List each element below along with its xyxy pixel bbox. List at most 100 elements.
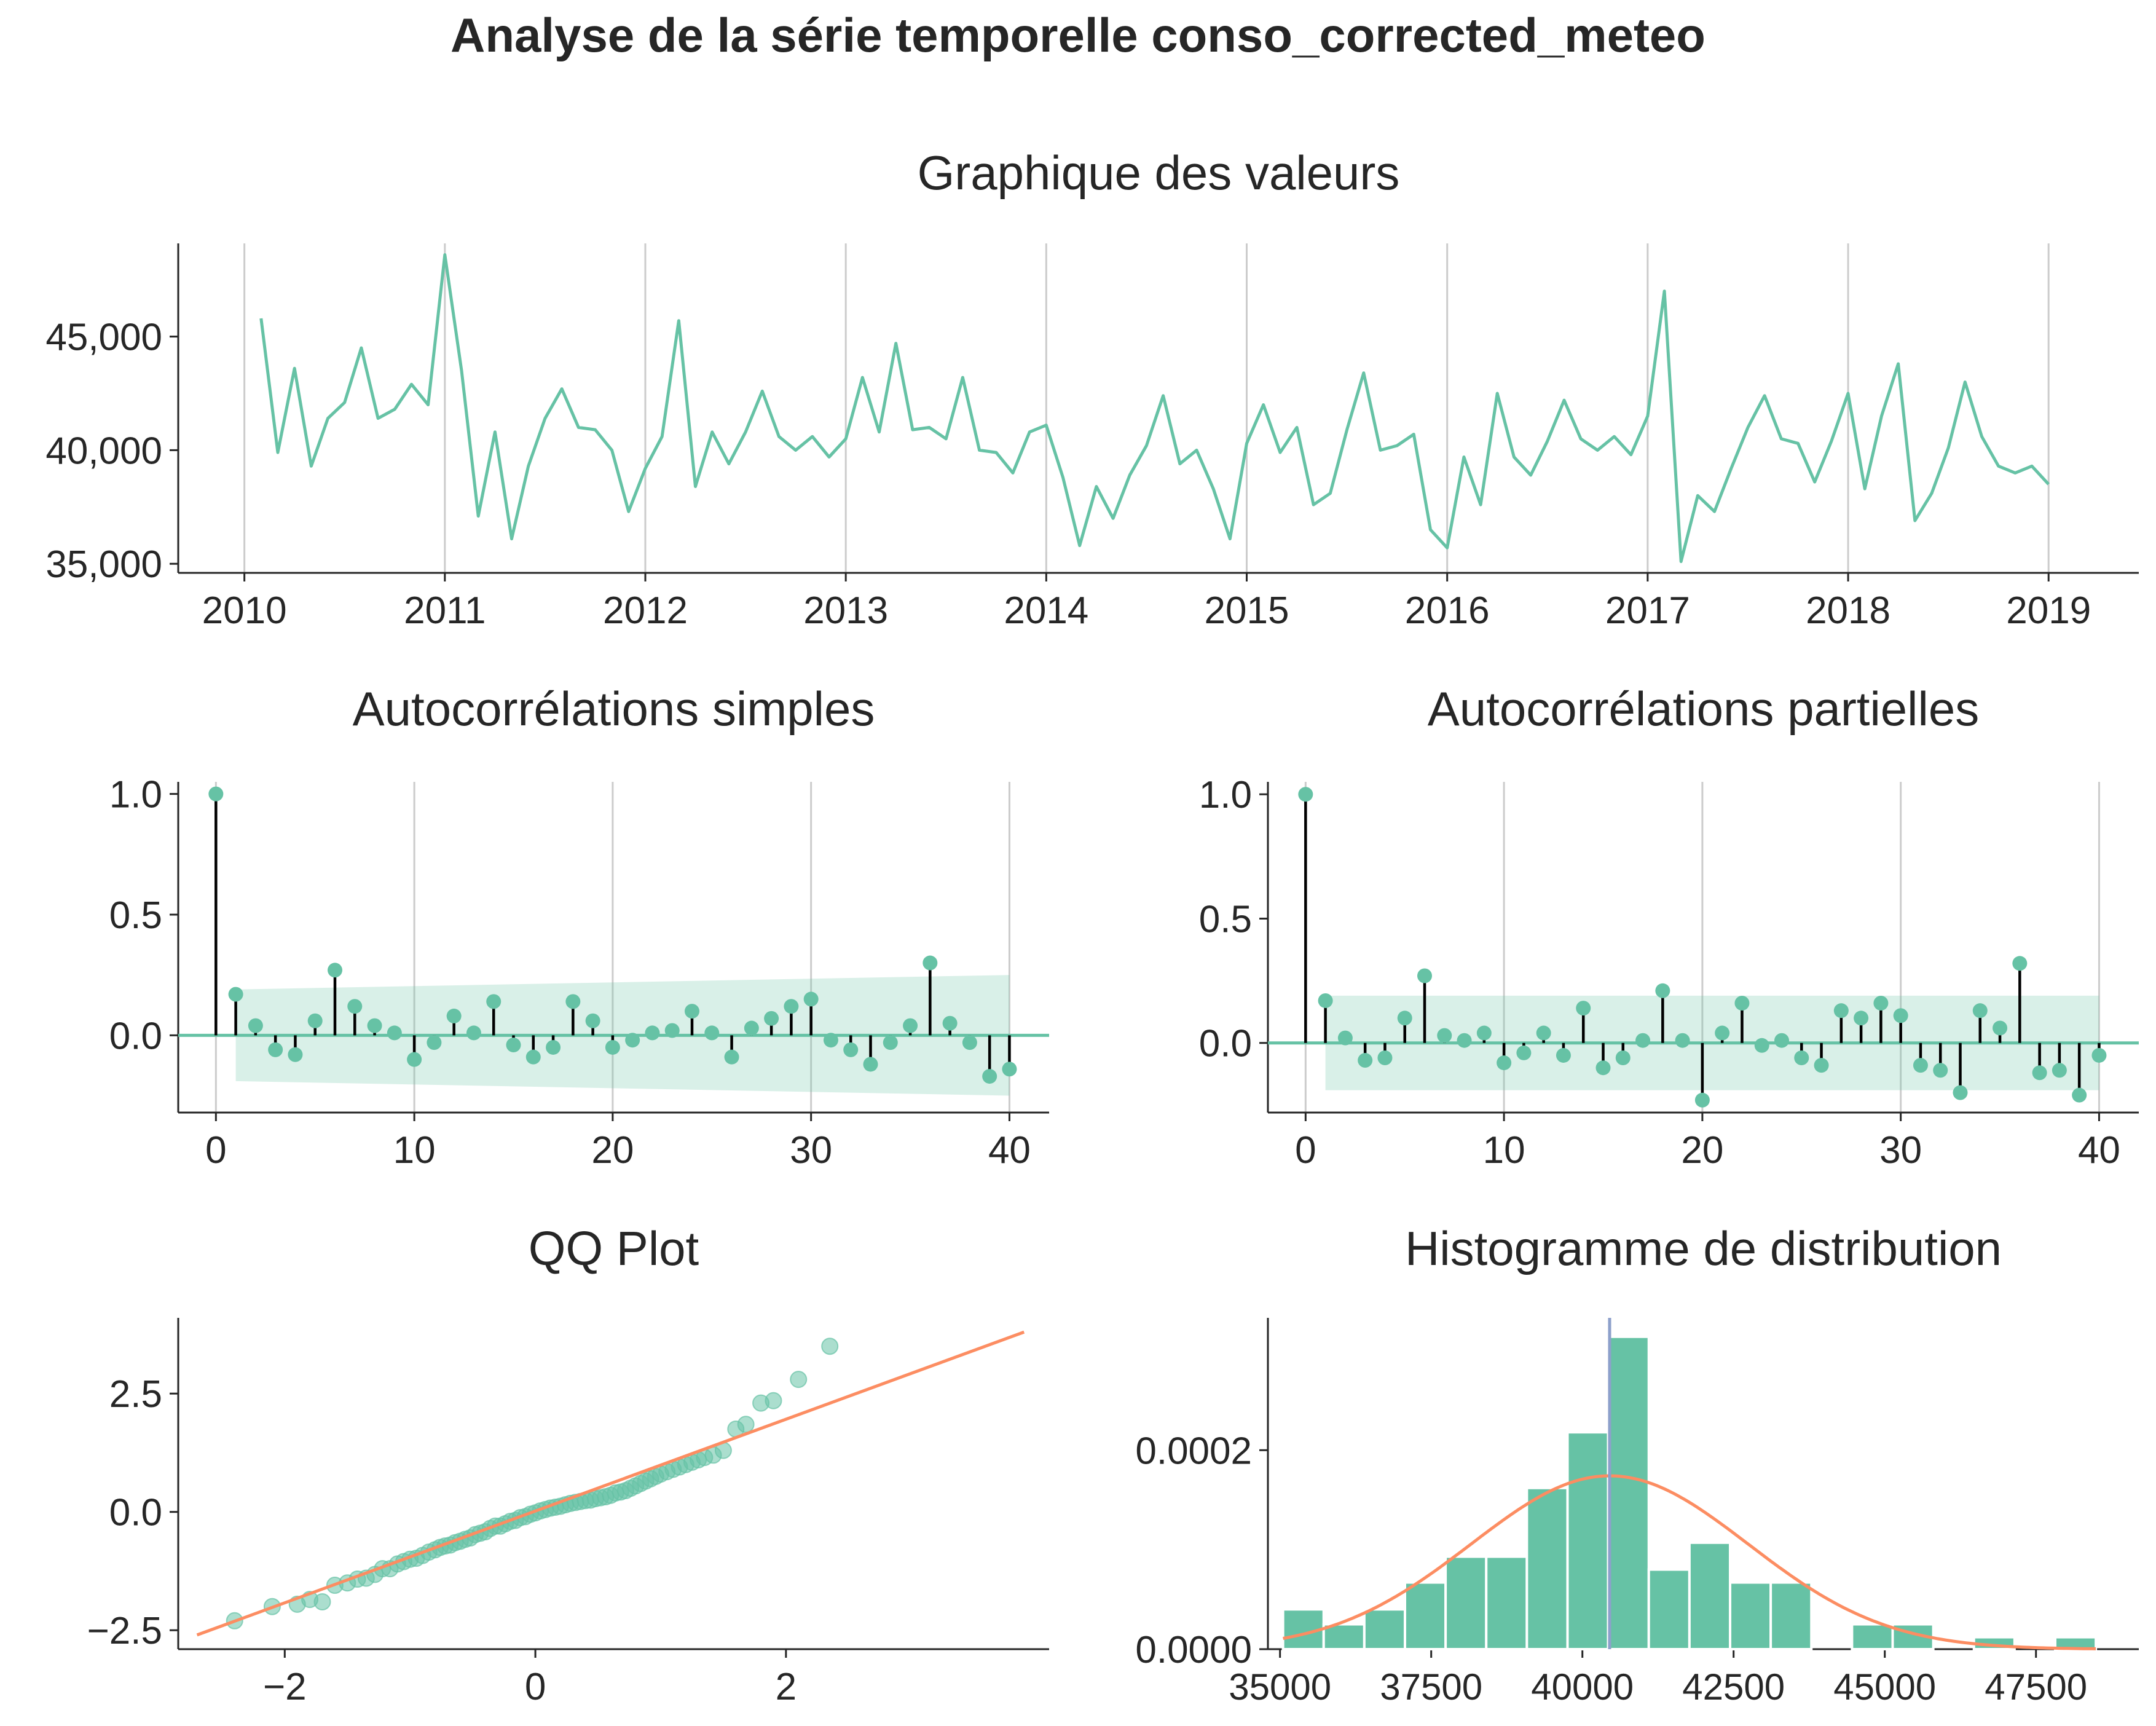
acf-marker (962, 1035, 977, 1050)
acf-marker (664, 1023, 680, 1038)
values-x-tick-label: 2015 (1205, 589, 1289, 632)
pacf-marker (1794, 1050, 1809, 1066)
acf-marker (307, 1013, 323, 1028)
acf-marker (883, 1035, 898, 1050)
acf-marker (942, 1015, 958, 1031)
pacf-marker (1556, 1047, 1571, 1063)
qq-panel: QQ Plot −2 0 2 −2.5 0.0 2.5 (87, 1221, 1049, 1708)
pacf-marker (1993, 1020, 2008, 1036)
pacf-x-tick-label: 30 (1879, 1129, 1922, 1172)
qq-y-tick-label: −2.5 (87, 1610, 162, 1652)
pacf-marker (1358, 1053, 1373, 1068)
hist-bar (1525, 1486, 1569, 1650)
pacf-marker (1933, 1063, 1948, 1078)
pacf-marker (1595, 1060, 1611, 1076)
hist-bar (1769, 1581, 1813, 1650)
pacf-marker (1476, 1025, 1492, 1041)
qq-x-tick-label: −2 (263, 1666, 307, 1708)
pacf-marker (1298, 787, 1313, 802)
acf-marker (387, 1025, 402, 1041)
acf-marker (506, 1038, 521, 1053)
acf-marker (288, 1047, 303, 1062)
hist-x-tick-label: 37500 (1380, 1666, 1482, 1708)
pacf-marker (1615, 1050, 1631, 1066)
pacf-marker (1437, 1028, 1452, 1043)
pacf-marker (1516, 1045, 1532, 1060)
acf-marker (724, 1049, 739, 1065)
hist-bar (1485, 1555, 1528, 1651)
values-panel: Graphique des valeurs 2010 2011 2012 2013 201… (45, 146, 2139, 632)
acf-y-tick-label: 1.0 (109, 774, 162, 816)
acf-marker (923, 955, 938, 971)
acf-y-tick-label: 0.5 (109, 894, 162, 937)
pacf-marker (1417, 968, 1432, 983)
qq-title: QQ Plot (529, 1221, 699, 1275)
acf-y-tick-label: 0.0 (109, 1015, 162, 1057)
acf-marker (1002, 1062, 1017, 1077)
pacf-marker (1655, 983, 1670, 998)
hist-title: Histogramme de distribution (1405, 1221, 2002, 1275)
hist-x-tick-label: 35000 (1229, 1666, 1331, 1708)
pacf-marker (2032, 1065, 2047, 1081)
pacf-marker (1576, 1001, 1591, 1016)
pacf-marker (1536, 1025, 1551, 1041)
acf-marker (546, 1039, 561, 1055)
hist-y-tick-label: 0.0002 (1135, 1430, 1252, 1472)
values-series-line (259, 253, 2050, 563)
hist-bar (1444, 1555, 1488, 1651)
hist-y-tick-label: 0.0000 (1135, 1629, 1252, 1671)
pacf-marker (1814, 1058, 1829, 1073)
pacf-marker (1833, 1003, 1849, 1019)
pacf-marker (1377, 1050, 1393, 1066)
pacf-marker (1953, 1085, 1968, 1100)
pacf-marker (1854, 1011, 1869, 1026)
pacf-marker (1397, 1011, 1412, 1026)
acf-marker (248, 1018, 263, 1033)
acf-marker (764, 1011, 779, 1026)
acf-marker (565, 994, 581, 1009)
pacf-title: Autocorrélations partielles (1428, 682, 1979, 736)
hist-bar (1688, 1541, 1731, 1651)
acf-marker (525, 1049, 541, 1065)
hist-bar (1728, 1581, 1772, 1650)
pacf-marker (1675, 1033, 1690, 1048)
acf-panel: Autocorrélations simples 0 10 20 30 40 0.0 0.5 1… (109, 682, 1049, 1172)
qq-point (313, 1593, 331, 1610)
hist-bar (1647, 1568, 1691, 1650)
pacf-x-tick-label: 40 (2078, 1129, 2120, 1172)
pacf-marker (2012, 956, 2028, 971)
acf-marker (367, 1018, 382, 1033)
acf-marker (486, 994, 502, 1009)
qq-y-tick-label: 2.5 (109, 1373, 162, 1416)
values-x-tick-label: 2016 (1405, 589, 1490, 632)
pacf-marker (1337, 1030, 1353, 1046)
pacf-marker (1497, 1055, 1512, 1071)
hist-bar (1322, 1623, 1366, 1650)
values-x-tick-label: 2018 (1806, 589, 1890, 632)
values-y-tick-label: 45,000 (45, 317, 162, 359)
qq-y-tick-label: 0.0 (109, 1492, 162, 1534)
values-x-tick-label: 2017 (1605, 589, 1690, 632)
acf-x-tick-label: 30 (790, 1129, 832, 1172)
acf-marker (268, 1042, 283, 1057)
qq-point (790, 1371, 808, 1389)
values-x-tick-label: 2011 (404, 589, 486, 632)
acf-marker (645, 1025, 660, 1041)
acf-marker (605, 1039, 620, 1055)
qq-reference-line (196, 1330, 1025, 1637)
acf-marker (684, 1004, 699, 1019)
hist-normal-curve (1283, 1474, 2096, 1650)
pacf-marker (1635, 1033, 1651, 1048)
pacf-marker (1913, 1058, 1928, 1073)
pacf-marker (1694, 1092, 1710, 1108)
pacf-marker (2091, 1047, 2107, 1063)
pacf-x-tick-label: 20 (1681, 1129, 1723, 1172)
figure-suptitle: Analyse de la série temporelle conso_cor… (450, 8, 1706, 62)
acf-marker (863, 1057, 878, 1072)
acf-x-tick-label: 40 (988, 1129, 1031, 1172)
hist-bar (1566, 1431, 1610, 1650)
hist-bar (1363, 1608, 1406, 1651)
acf-title: Autocorrélations simples (353, 682, 875, 736)
values-x-tick-label: 2019 (2006, 589, 2091, 632)
